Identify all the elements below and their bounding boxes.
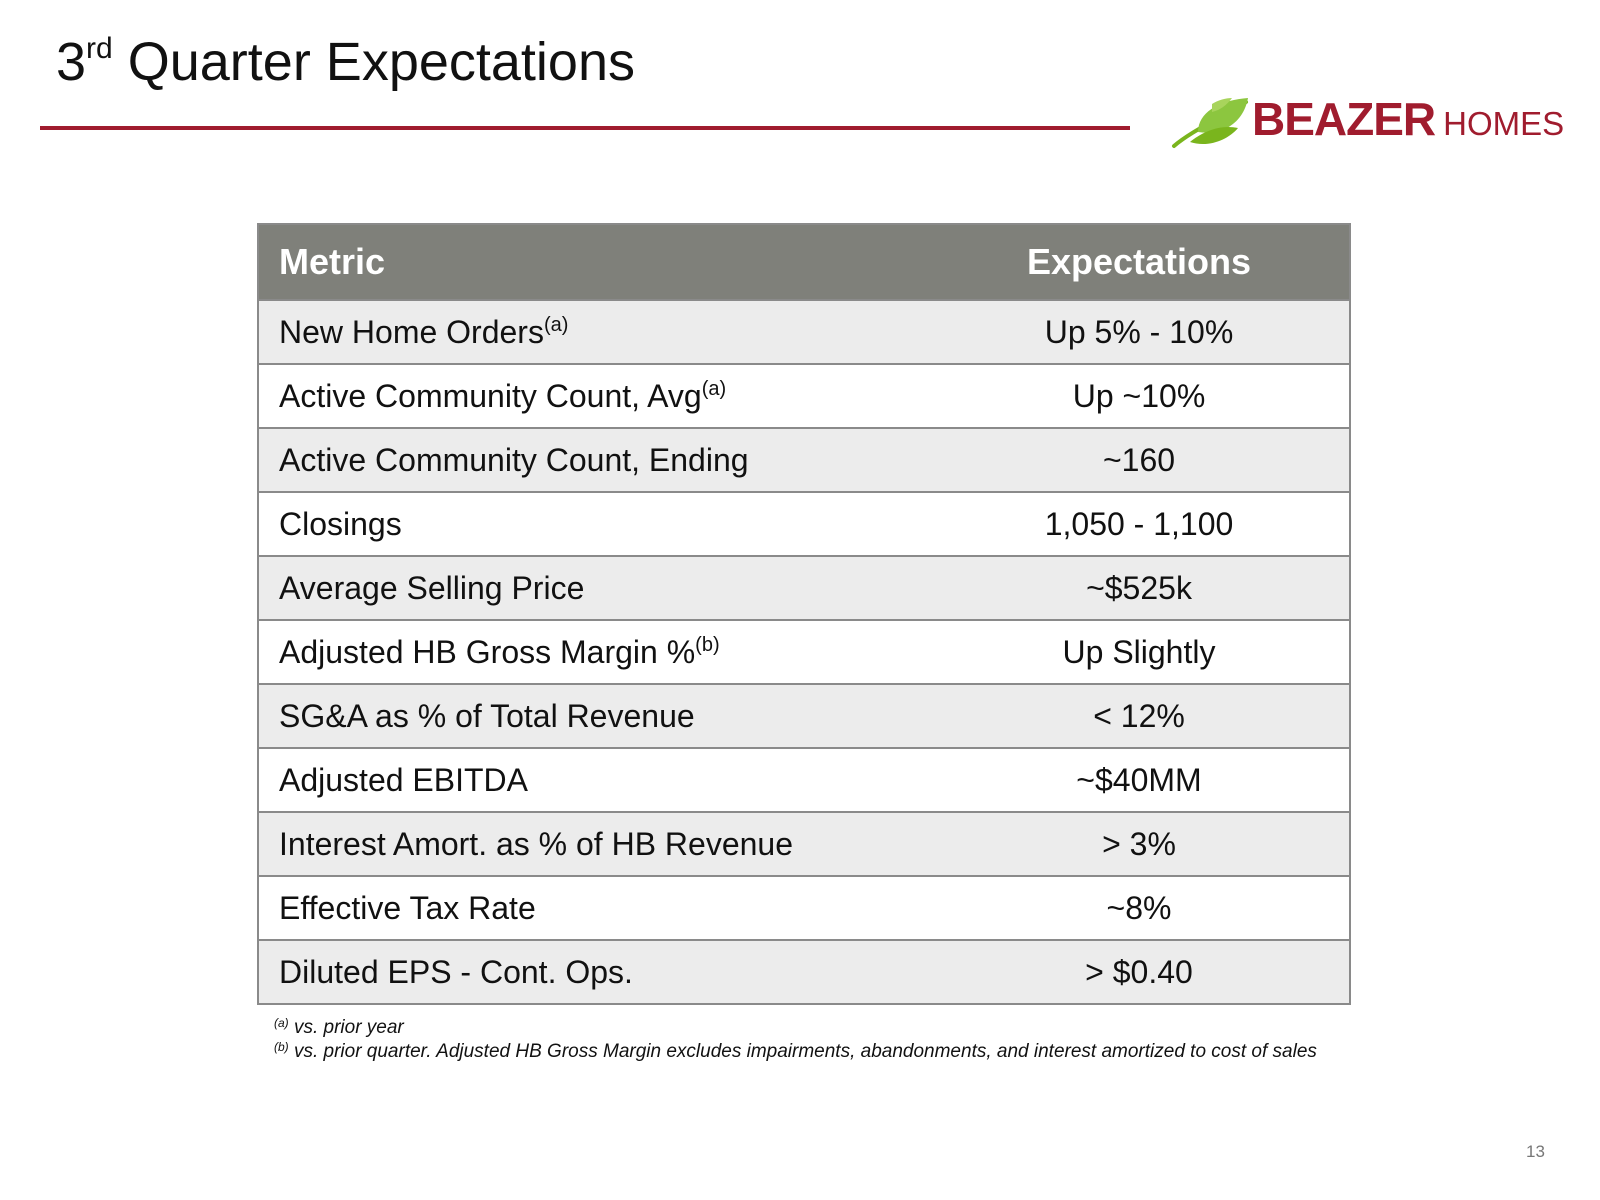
table-body: New Home Orders(a) Up 5% - 10% Active Comm… bbox=[258, 299, 1350, 1004]
footnotes: (a) vs. prior year (b) vs. prior quarter… bbox=[274, 1016, 1354, 1064]
footnote-text: vs. prior quarter. Adjusted HB Gross Mar… bbox=[288, 1041, 1317, 1062]
footnote-a: (a) vs. prior year bbox=[274, 1016, 1354, 1040]
footnote-marker: (b) bbox=[274, 1040, 289, 1054]
metric-cell: Closings bbox=[258, 491, 929, 556]
metric-cell: Active Community Count, Avg(a) bbox=[258, 363, 929, 428]
metric-label: Effective Tax Rate bbox=[279, 889, 536, 926]
table-row: New Home Orders(a) Up 5% - 10% bbox=[258, 299, 1350, 364]
table-row: SG&A as % of Total Revenue < 12% bbox=[258, 683, 1350, 748]
table-row: Active Community Count, Ending ~160 bbox=[258, 427, 1350, 492]
metric-cell: New Home Orders(a) bbox=[258, 299, 929, 364]
expectation-value: ~8% bbox=[929, 875, 1350, 940]
logo-wordmark: BEAZER HOMES bbox=[1252, 92, 1564, 146]
metric-label: SG&A as % of Total Revenue bbox=[279, 697, 695, 734]
metric-cell: Average Selling Price bbox=[258, 555, 929, 620]
metric-label: Closings bbox=[279, 505, 402, 542]
expectation-value: ~$40MM bbox=[929, 747, 1350, 812]
table-row: Effective Tax Rate ~8% bbox=[258, 875, 1350, 940]
metric-label: Adjusted HB Gross Margin % bbox=[279, 633, 696, 670]
metric-cell: Effective Tax Rate bbox=[258, 875, 929, 940]
table-row: Adjusted EBITDA ~$40MM bbox=[258, 747, 1350, 812]
metric-label: Average Selling Price bbox=[279, 569, 585, 606]
title-divider bbox=[40, 126, 1130, 130]
table-row: Average Selling Price ~$525k bbox=[258, 555, 1350, 620]
metric-label: New Home Orders bbox=[279, 313, 544, 350]
expectations-table: Metric Expectations New Home Orders(a) Up… bbox=[257, 223, 1351, 1005]
logo-word-beazer: BEAZER bbox=[1252, 93, 1436, 145]
expectation-value: ~$525k bbox=[929, 555, 1350, 620]
header-metric: Metric bbox=[258, 224, 929, 300]
metric-cell: Adjusted EBITDA bbox=[258, 747, 929, 812]
title-superscript: rd bbox=[86, 32, 113, 65]
expectation-value: Up Slightly bbox=[929, 619, 1350, 684]
expectation-value: > 3% bbox=[929, 811, 1350, 876]
title-text: Quarter Expectations bbox=[112, 32, 635, 92]
expectation-value: Up ~10% bbox=[929, 363, 1350, 428]
metric-cell: Diluted EPS - Cont. Ops. bbox=[258, 939, 929, 1004]
logo-word-homes: HOMES bbox=[1443, 105, 1565, 142]
footnote-text: vs. prior year bbox=[288, 1017, 404, 1038]
metric-label: Diluted EPS - Cont. Ops. bbox=[279, 953, 633, 990]
table-row: Diluted EPS - Cont. Ops. > $0.40 bbox=[258, 939, 1350, 1004]
metric-label: Active Community Count, Avg bbox=[279, 377, 702, 414]
metric-cell: Adjusted HB Gross Margin %(b) bbox=[258, 619, 929, 684]
metric-footnote-ref: (b) bbox=[695, 633, 720, 656]
metric-label: Interest Amort. as % of HB Revenue bbox=[279, 825, 794, 862]
metric-footnote-ref: (a) bbox=[701, 377, 727, 400]
metric-footnote-ref: (a) bbox=[543, 313, 569, 336]
expectation-value: < 12% bbox=[929, 683, 1350, 748]
footnote-b: (b) vs. prior quarter. Adjusted HB Gross… bbox=[274, 1040, 1354, 1064]
title-prefix: 3 bbox=[56, 32, 87, 92]
table-row: Active Community Count, Avg(a) Up ~10% bbox=[258, 363, 1350, 428]
table-row: Interest Amort. as % of HB Revenue > 3% bbox=[258, 811, 1350, 876]
leaf-icon bbox=[1172, 98, 1248, 148]
beazer-homes-logo: BEAZER HOMES bbox=[1168, 92, 1578, 152]
table-header-row: Metric Expectations bbox=[258, 224, 1350, 300]
metric-cell: Interest Amort. as % of HB Revenue bbox=[258, 811, 929, 876]
expectation-value: ~160 bbox=[929, 427, 1350, 492]
page-title: 3rd Quarter Expectations bbox=[56, 30, 635, 95]
page-number: 13 bbox=[1526, 1142, 1545, 1161]
header-expectations: Expectations bbox=[929, 224, 1350, 300]
metric-label: Adjusted EBITDA bbox=[279, 761, 528, 798]
expectation-value: 1,050 - 1,100 bbox=[929, 491, 1350, 556]
table-row: Closings 1,050 - 1,100 bbox=[258, 491, 1350, 556]
table-row: Adjusted HB Gross Margin %(b) Up Slightly bbox=[258, 619, 1350, 684]
metric-label: Active Community Count, Ending bbox=[279, 441, 749, 478]
expectation-value: Up 5% - 10% bbox=[929, 299, 1350, 364]
footnote-marker: (a) bbox=[274, 1016, 289, 1030]
metric-cell: Active Community Count, Ending bbox=[258, 427, 929, 492]
metric-cell: SG&A as % of Total Revenue bbox=[258, 683, 929, 748]
expectation-value: > $0.40 bbox=[929, 939, 1350, 1004]
